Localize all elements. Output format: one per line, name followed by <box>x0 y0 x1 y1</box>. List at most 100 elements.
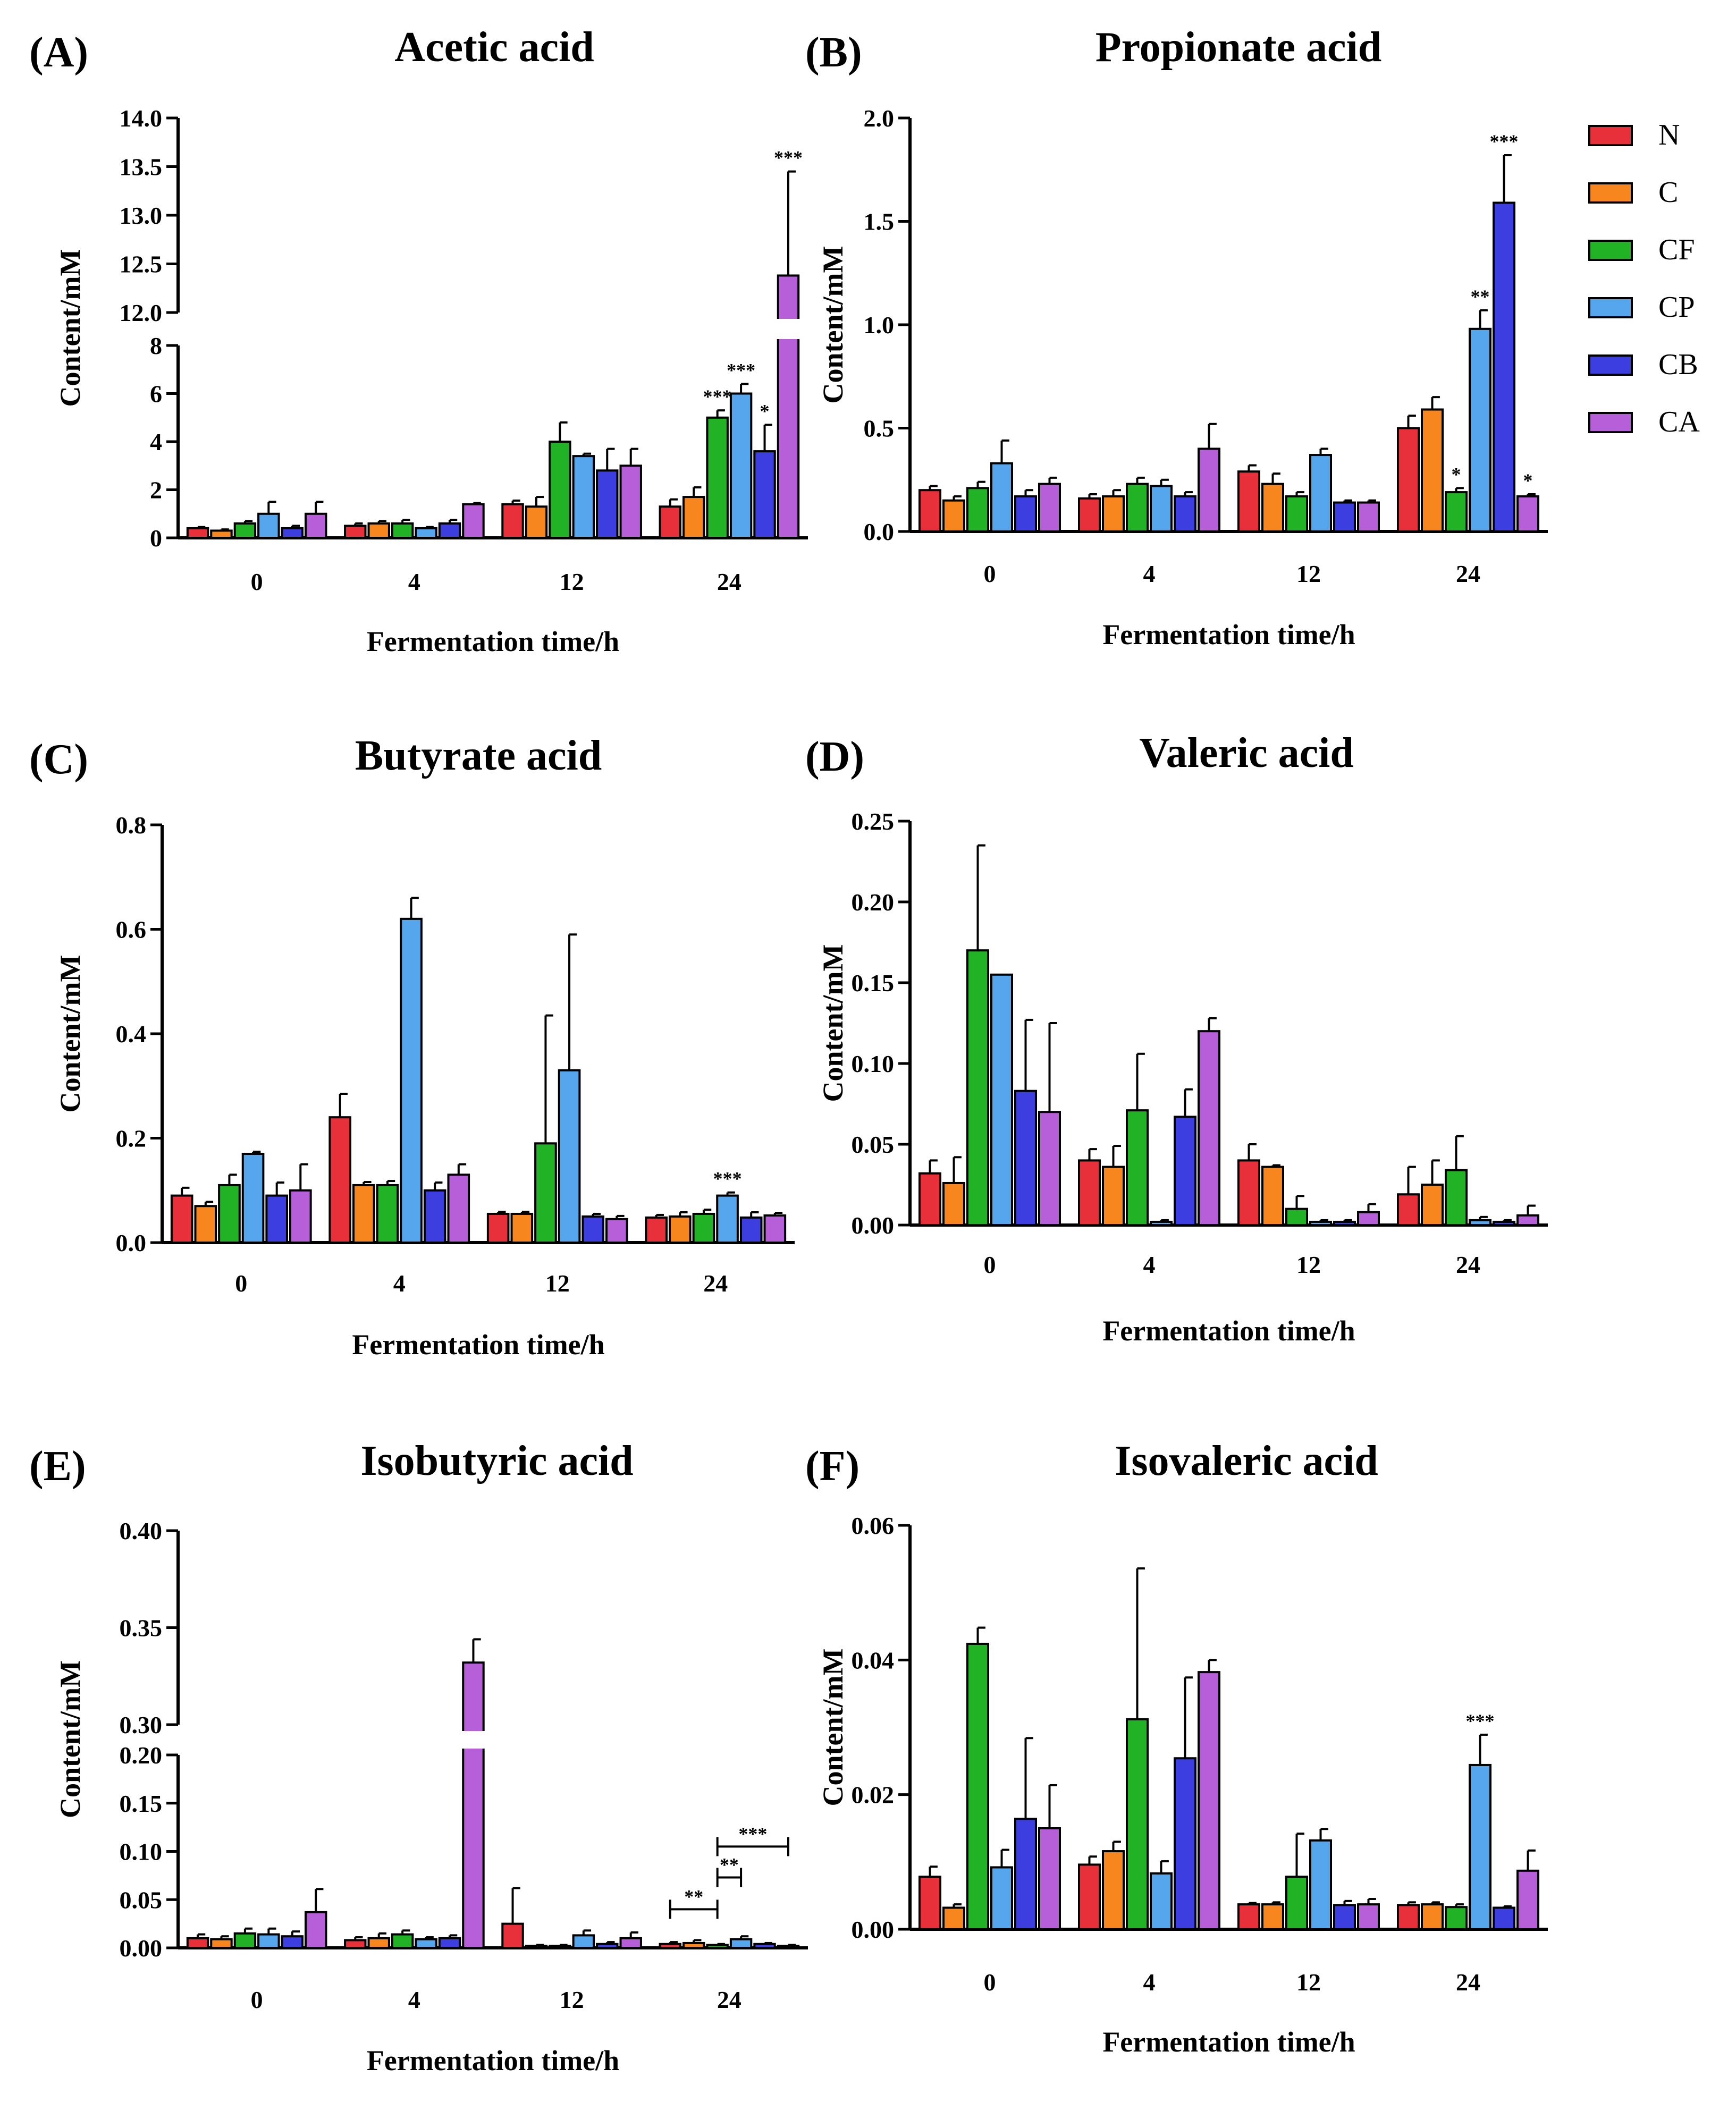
significance-label: * <box>1452 463 1461 485</box>
y-tick-label: 12.5 <box>120 251 163 278</box>
y-tick-label: 0.40 <box>120 1517 163 1544</box>
x-tick-label: 12 <box>1296 560 1321 587</box>
axis-break-gap <box>182 319 812 339</box>
bar-CB-0 <box>265 1194 288 1244</box>
axis-break-gap <box>182 1731 812 1749</box>
bar-CF-0 <box>966 1642 989 1930</box>
bar-CP-12 <box>572 1934 595 1949</box>
x-tick-label: 12 <box>560 568 584 595</box>
bar-N-0 <box>918 1172 941 1226</box>
x-tick-label: 4 <box>408 568 420 595</box>
bar-N-24 <box>1397 1193 1420 1226</box>
bar-CA-24 <box>1516 495 1539 533</box>
legend-swatch-CP <box>1588 297 1633 318</box>
panel-letter: (F) <box>805 1443 859 1490</box>
x-tick-label: 24 <box>1456 1251 1480 1278</box>
x-tick-label: 12 <box>545 1270 570 1297</box>
bar-CA-12 <box>1357 501 1380 533</box>
x-axis-label: Fermentation time/h <box>1102 2026 1355 2058</box>
bar-C-12 <box>525 1945 548 1949</box>
bar-CF-12 <box>549 1945 571 1949</box>
x-tick-label: 12 <box>1296 1969 1321 1996</box>
y-tick-label: 0.10 <box>852 1050 895 1077</box>
bar-CF-24 <box>1445 1906 1468 1930</box>
panel-letter: (B) <box>805 29 862 76</box>
y-tick-label: 0 <box>150 525 162 552</box>
bar-CB-4 <box>423 1189 446 1244</box>
bar-CF-12 <box>1285 1208 1308 1227</box>
bar-CB-4 <box>1174 1116 1196 1227</box>
bar-CB-0 <box>1014 1090 1037 1226</box>
bar-CF-12 <box>549 441 571 539</box>
y-tick-label: 0.06 <box>852 1512 895 1539</box>
legend-label-N: N <box>1658 119 1680 151</box>
bar-CF-0 <box>233 1932 257 1949</box>
legend: NC CF CP CB CA <box>1588 119 1700 438</box>
x-tick-label: 12 <box>1296 1251 1321 1278</box>
bar-N-12 <box>1237 470 1260 533</box>
y-tick-label: 0.15 <box>852 969 895 997</box>
bar-CB-24 <box>739 1216 763 1244</box>
bar-C-12 <box>510 1212 534 1244</box>
chart-panel-6: (F) Isovaleric acid 0.00 0.02 0.04 0.06 Conten… <box>805 1438 1548 2058</box>
y-tick-label: 12.0 <box>120 299 163 326</box>
bar-C-12 <box>525 505 548 539</box>
y-axis-label: Content/mM <box>54 249 86 407</box>
bar-CA-24 <box>1516 1214 1539 1227</box>
bar-CB-24 <box>1493 1220 1515 1226</box>
x-tick-label: 0 <box>984 560 996 587</box>
significance-label: * <box>1523 470 1533 491</box>
chart-title: Propionate acid <box>1095 24 1382 71</box>
bar-N-0 <box>170 1194 193 1244</box>
bar-CP-0 <box>257 512 280 539</box>
bar-C-0 <box>942 499 965 533</box>
y-tick-label: 2 <box>150 477 162 504</box>
bar-CA-24 <box>777 1945 800 1949</box>
bar-CP-24 <box>1469 327 1491 533</box>
bar-CP-12 <box>1309 1220 1332 1226</box>
x-tick-label: 4 <box>1143 1251 1156 1278</box>
y-tick-label: 13.5 <box>120 154 163 181</box>
y-tick-label: 0.02 <box>852 1782 895 1809</box>
legend-label-CB: CB <box>1658 348 1698 381</box>
legend-label-CF: CF <box>1658 233 1695 266</box>
bar-N-0 <box>186 1937 209 1949</box>
bar-CA-4 <box>1198 448 1220 533</box>
significance-label: *** <box>727 359 755 381</box>
bar-N-24 <box>1397 427 1420 533</box>
x-axis-label: Fermentation time/h <box>367 626 619 657</box>
bar-C-12 <box>1261 1166 1284 1227</box>
bar-CF-24 <box>1445 1169 1468 1226</box>
significance-label: ** <box>1471 286 1490 307</box>
x-tick-label: 0 <box>984 1969 996 1996</box>
bar-C-0 <box>194 1205 217 1244</box>
x-tick-label: 0 <box>251 568 263 595</box>
bar-CF-24 <box>706 1944 729 1949</box>
bar-CA-4 <box>1198 1671 1220 1930</box>
bar-N-12 <box>501 503 524 539</box>
bar-CA-4 <box>462 503 485 539</box>
bar-CA-12 <box>1357 1211 1380 1226</box>
bar-CB-24 <box>753 1943 776 1949</box>
bar-C-12 <box>1261 483 1284 533</box>
bar-N-24 <box>645 1216 668 1244</box>
bar-CA-4 <box>462 1661 485 1949</box>
y-tick-label: 6 <box>150 381 162 408</box>
bar-CF-0 <box>966 487 989 533</box>
bar-CA-0 <box>305 512 327 539</box>
x-tick-label: 24 <box>717 1986 741 2013</box>
bar-CP-24 <box>1469 1763 1491 1931</box>
bar-CF-12 <box>534 1142 557 1244</box>
significance-label: *** <box>1490 131 1519 152</box>
y-tick-label: 0.0 <box>116 1229 147 1256</box>
bar-N-4 <box>1078 1159 1101 1226</box>
bar-C-4 <box>367 1937 390 1949</box>
bar-CP-0 <box>241 1152 265 1244</box>
chart-title: Butyrate acid <box>355 732 602 779</box>
y-tick-label: 0.8 <box>116 812 147 839</box>
chart-panel-3: (C) Butyrate acid 0.0 0.2 0.4 0.6 0.8 Content/m… <box>29 732 795 1361</box>
x-tick-label: 4 <box>408 1986 420 2013</box>
bar-CA-0 <box>305 1911 327 1949</box>
bar-N-4 <box>328 1116 351 1244</box>
